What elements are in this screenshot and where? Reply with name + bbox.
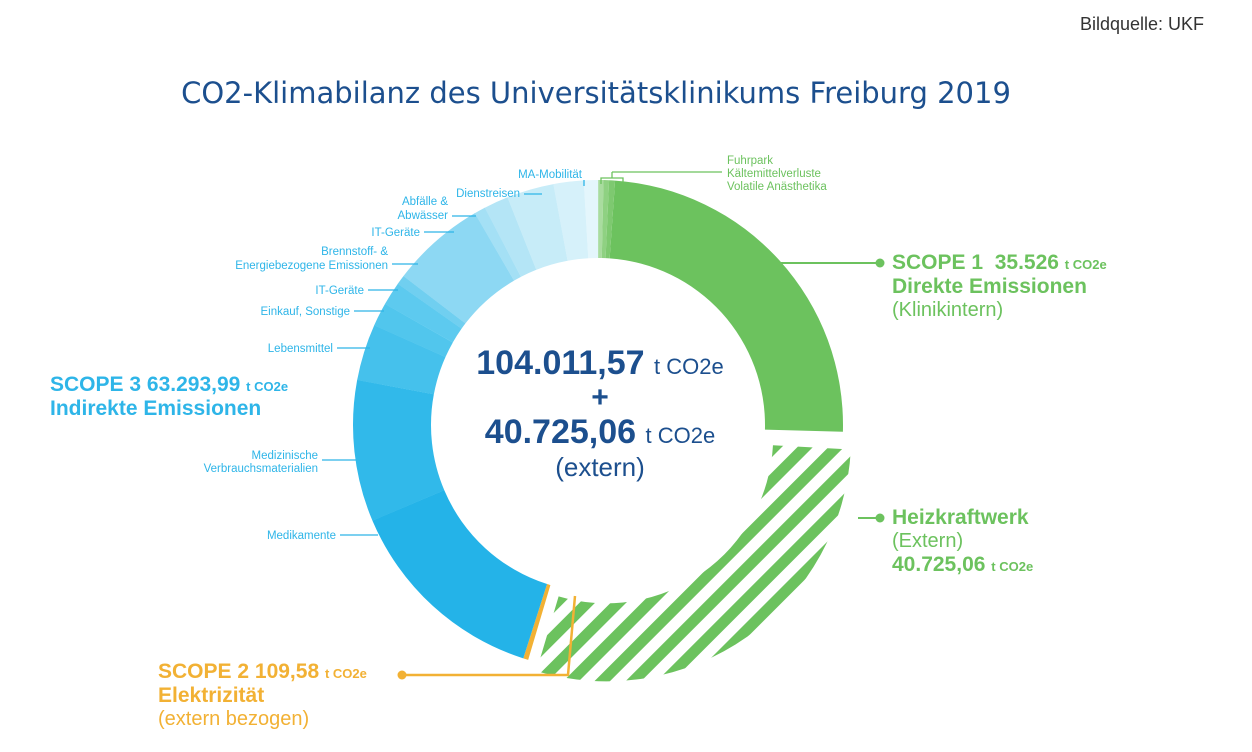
segment-scope3-part-2	[353, 379, 445, 521]
center-total: 104.011,57	[476, 344, 645, 382]
label-waste-1: Abfälle &	[402, 196, 448, 208]
label-drugs: Medikamente	[267, 530, 336, 542]
segment-heizkraftwerk	[536, 445, 851, 682]
scope1-value: 35.526	[994, 251, 1059, 274]
center-totals: 104.011,57 t CO2e + 40.725,06 t CO2e (ex…	[430, 344, 770, 483]
chart-title: CO2-Klimabilanz des Universitätsklinikum…	[181, 76, 1011, 110]
scope2-unit: t CO2e	[324, 666, 367, 681]
segment-scope3-part-5	[384, 283, 462, 343]
scope1-name: SCOPE 1	[892, 251, 984, 274]
center-extern-unit: t CO2e	[645, 423, 716, 448]
scope1-label: SCOPE 1 35.526 t CO2e Direkte Emissionen…	[892, 251, 1107, 322]
scope2-dot	[397, 670, 407, 680]
label-anaesthetika: Volatile Anästhetika	[727, 181, 827, 193]
image-source: Bildquelle: UKF	[1079, 14, 1204, 34]
label-fuel-2: Energiebezogene Emissionen	[235, 260, 388, 272]
scope3-name: SCOPE 3	[50, 373, 142, 396]
scope1-line3: (Klinikintern)	[892, 299, 1004, 321]
segment-scope3-part-8	[474, 207, 521, 281]
segment-scope3-part-3	[357, 325, 446, 395]
segment-scope2	[523, 584, 551, 660]
scope1-line2: Direkte Emissionen	[892, 275, 1087, 298]
heiz-line2: (Extern)	[892, 530, 964, 552]
segment-scope3-part-12	[583, 179, 599, 259]
label-mobility: MA-Mobilität	[518, 169, 583, 181]
scope2-name: SCOPE 2	[158, 660, 250, 683]
label-kaeltemittel: Kältemittelverluste	[727, 168, 821, 180]
heiz-value: 40.725,06	[892, 553, 986, 576]
label-travel: Dienstreisen	[456, 188, 520, 200]
scope2-value: 109,58	[254, 660, 320, 683]
heiz-name: Heizkraftwerk	[892, 506, 1029, 529]
scope2-leader	[404, 595, 577, 677]
segment-scope1	[609, 180, 844, 432]
center-plus: +	[591, 381, 609, 414]
segment-scope3-part-11	[553, 180, 589, 261]
label-medical-2: Verbrauchsmaterialien	[204, 463, 318, 475]
segment-scope3-part-4	[374, 303, 453, 358]
label-food: Lebensmittel	[268, 343, 333, 355]
scope2-line2: Elektrizität	[158, 684, 265, 707]
label-fuhrpark: Fuhrpark	[727, 155, 773, 167]
segment-scope3-part-9	[484, 197, 537, 277]
segment-scope1-sub-1	[598, 179, 604, 259]
scope3-value: 63.293,99	[146, 373, 241, 396]
heiz-label: Heizkraftwerk (Extern) 40.725,06 t CO2e	[892, 506, 1033, 577]
segment-scope3-part-7	[403, 213, 515, 324]
heiz-dot	[875, 513, 885, 523]
label-it-upper: IT-Geräte	[371, 227, 420, 239]
center-extern-label: (extern)	[555, 452, 645, 482]
label-medical-1: Medizinische	[252, 450, 318, 462]
label-waste-2: Abwässer	[398, 210, 449, 222]
scope1-unit: t CO2e	[1064, 257, 1107, 272]
scope2-label: SCOPE 2 109,58 t CO2e Elektrizität (exte…	[158, 660, 367, 731]
center-total-unit: t CO2e	[654, 354, 724, 379]
scope3-unit: t CO2e	[246, 379, 289, 394]
scope1-dot	[875, 258, 885, 268]
center-extern-total: 40.725,06	[484, 413, 637, 451]
segment-scope3-part-6	[397, 275, 466, 329]
scope3-line2: Indirekte Emissionen	[50, 397, 262, 420]
heiz-unit: t CO2e	[991, 559, 1034, 574]
label-purchase: Einkauf, Sonstige	[260, 306, 350, 318]
scope2-line3: (extern bezogen)	[158, 708, 310, 730]
segment-scope3-part-1	[372, 490, 548, 659]
segment-scope1-sub-2	[601, 180, 610, 259]
segment-scope1-sub-3	[605, 180, 616, 259]
scope3-label: SCOPE 3 63.293,99 t CO2e Indirekte Emiss…	[50, 373, 288, 421]
segment-scope3-part-10	[507, 184, 568, 270]
label-it-lower: IT-Geräte	[315, 285, 364, 297]
label-fuel-1: Brennstoff- &	[321, 246, 388, 258]
